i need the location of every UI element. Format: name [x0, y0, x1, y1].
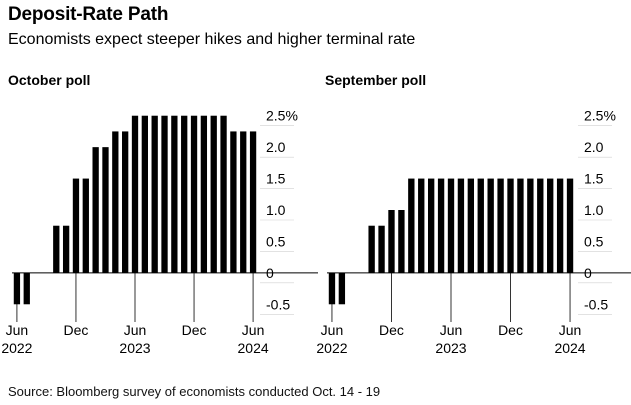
october-bar-may-2023 [122, 131, 129, 273]
september-bar-jun-2023 [447, 178, 455, 273]
september-bar-mar-2024 [537, 178, 544, 273]
september-bar-jan-2024 [517, 178, 524, 273]
september-xtick-label: Jun [440, 322, 463, 338]
october-ytick-label: 0.5 [266, 233, 286, 249]
chart-title: Deposit-Rate Path [8, 4, 169, 25]
october-xtick-year-label: 2024 [238, 340, 269, 356]
october-bar-dec-2022 [72, 178, 80, 273]
september-bar-may-2024 [556, 178, 564, 273]
september-bar-oct-2022 [368, 225, 375, 273]
september-bar-may-2023 [437, 178, 445, 273]
september-bar-dec-2023 [507, 178, 514, 273]
october-bar-aug-2023 [151, 115, 158, 273]
october-xtick-label: Dec [64, 322, 89, 338]
september-bar-oct-2023 [487, 178, 494, 273]
september-bar-apr-2023 [427, 178, 435, 273]
october-bar-dec-2023 [190, 115, 198, 273]
september-ytick-label: 1.5 [584, 171, 604, 187]
september-bar-jul-2023 [457, 178, 465, 273]
october-bar-jan-2023 [82, 178, 89, 273]
october-bar-jul-2022 [23, 272, 30, 305]
october-bar-sep-2023 [161, 115, 168, 273]
october-xtick-label: Jun [124, 322, 147, 338]
october-bar-jun-2024 [249, 131, 257, 273]
september-bar-jun-2024 [566, 178, 574, 273]
october-poll-title: October poll [8, 72, 91, 88]
september-xtick-year-label: 2022 [316, 340, 347, 356]
october-ytick-label: 1.0 [266, 202, 286, 218]
september-xtick-year-label: 2023 [435, 340, 466, 356]
september-bar-feb-2024 [527, 178, 534, 273]
october-ytick-label: 1.5 [266, 171, 286, 187]
september-bar-dec-2022 [388, 210, 395, 273]
september-xtick-year-label: 2024 [554, 340, 585, 356]
october-bar-nov-2022 [62, 225, 70, 273]
october-bar-apr-2023 [112, 131, 119, 273]
september-bar-mar-2023 [418, 178, 425, 273]
september-ytick-label: 2.5% [584, 108, 616, 124]
october-xtick-year-label: 2023 [119, 340, 150, 356]
september-bar-nov-2023 [497, 178, 504, 273]
october-bar-apr-2024 [230, 131, 237, 273]
october-ytick-label: 2.0 [266, 139, 286, 155]
october-bar-mar-2024 [220, 115, 227, 273]
september-xtick-label: Dec [379, 322, 404, 338]
october-bar-oct-2023 [171, 115, 178, 273]
september-xtick-label: Jun [321, 322, 344, 338]
october-ytick-label: -0.5 [266, 296, 290, 312]
september-bar-aug-2023 [467, 178, 475, 273]
october-bar-feb-2024 [210, 115, 217, 273]
september-bar-sep-2023 [477, 178, 484, 273]
october-bar-jan-2024 [200, 115, 208, 273]
september-ytick-label: -0.5 [584, 296, 608, 312]
october-xtick-label: Jun [6, 322, 29, 338]
october-bar-jun-2023 [131, 115, 139, 273]
october-bar-mar-2023 [102, 147, 109, 273]
october-bar-may-2024 [240, 131, 247, 273]
september-xtick-label: Jun [559, 322, 582, 338]
september-bar-nov-2022 [378, 225, 385, 273]
october-xtick-year-label: 2022 [1, 340, 32, 356]
october-bar-feb-2023 [92, 147, 99, 273]
october-bar-jul-2023 [141, 115, 148, 273]
source-note: Source: Bloomberg survey of economists c… [8, 384, 381, 399]
october-bar-nov-2023 [181, 115, 188, 273]
september-bar-jul-2022 [338, 272, 346, 305]
october-xtick-label: Dec [182, 322, 207, 338]
september-ytick-label: 0.5 [584, 233, 604, 249]
september-ytick-label: 2.0 [584, 139, 604, 155]
october-ytick-label: 2.5% [266, 108, 298, 124]
september-poll-title: September poll [325, 72, 427, 88]
october-xtick-label: Jun [242, 322, 265, 338]
chart-subtitle: Economists expect steeper hikes and high… [8, 31, 416, 48]
september-bar-feb-2023 [408, 178, 415, 273]
september-bar-jan-2023 [398, 210, 405, 273]
september-xtick-label: Dec [498, 322, 523, 338]
september-bar-apr-2024 [547, 178, 554, 273]
september-ytick-label: 1.0 [584, 202, 604, 218]
october-bar-oct-2022 [53, 225, 60, 273]
